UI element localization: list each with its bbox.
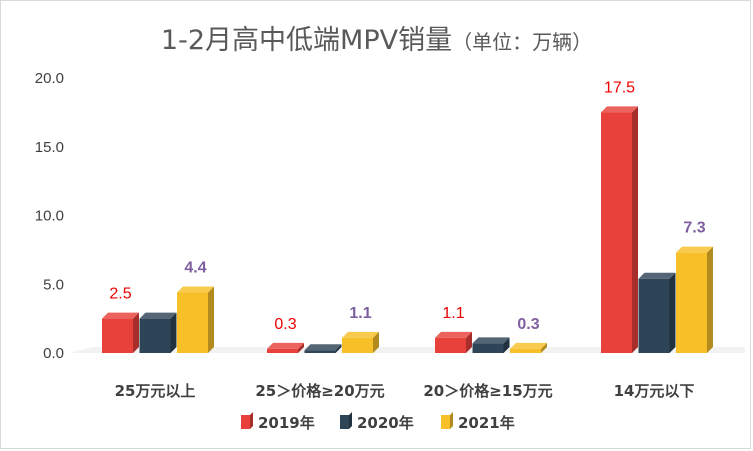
legend-swatch-side [250,412,253,429]
legend-label: 2021年 [458,414,515,432]
bar [510,348,541,353]
chart-floor [70,347,745,353]
bar-top [139,312,177,319]
legend-label: 2019年 [258,414,315,432]
legend-swatch [441,415,450,429]
legend-swatch [340,415,349,429]
legend-swatch-side [450,412,453,429]
data-label: 17.5 [604,79,635,96]
data-label: 0.3 [517,316,539,333]
bar-side [170,312,177,353]
bar-top [510,342,547,349]
bar-side [335,344,342,353]
bar-top [435,331,472,338]
data-label: 4.4 [184,260,206,277]
bar-side [298,342,304,353]
data-label: 1.1 [349,305,371,322]
category-label: 14万元以下 [614,382,695,400]
bar [304,350,336,353]
bar [601,112,632,353]
data-label: 7.3 [683,220,705,237]
category-label: 25＞价格≥20万元 [255,382,384,400]
bar-top [472,337,510,344]
bar [472,343,504,353]
bar-top [676,246,713,253]
bar-side [503,337,510,353]
bar [435,337,466,353]
bar-side [632,106,638,353]
bar-top [342,331,379,338]
bar-side [133,312,139,353]
bar-top [267,342,304,349]
bar [267,348,298,353]
chart-title-unit: （单位：万辆） [452,30,593,54]
y-tick-label: 0.0 [43,345,64,362]
y-tick-label: 20.0 [35,70,64,87]
bar-top [177,286,214,293]
legend-swatch-side [349,412,352,429]
data-label: 2.5 [109,286,131,303]
bar-top [304,344,342,351]
bar-top [638,272,676,279]
data-label: 1.1 [442,305,464,322]
bar-top [102,312,139,319]
category-label: 25万元以上 [115,382,196,400]
legend-label: 2020年 [357,414,414,432]
bar-side [373,331,379,353]
bar [102,318,133,353]
legend-swatch [241,415,250,429]
data-label: 0.3 [274,316,296,333]
chart-title-main: 1-2月高中低端MPV销量 [160,25,453,56]
y-tick-label: 5.0 [43,276,64,293]
bar [342,337,373,353]
bar [139,318,171,353]
bar [177,292,208,353]
bar-side [669,272,676,353]
y-tick-label: 15.0 [35,139,64,156]
bar [676,252,707,353]
bar-top [601,106,638,113]
category-label: 20＞价格≥15万元 [423,382,552,400]
chart-title: 1-2月高中低端MPV销量（单位：万辆） [0,18,753,57]
y-tick-label: 10.0 [35,208,64,225]
bar [638,278,670,353]
bar-side [707,246,713,353]
bar-side [541,342,547,353]
bar-side [466,331,472,353]
bar-side [208,286,214,353]
